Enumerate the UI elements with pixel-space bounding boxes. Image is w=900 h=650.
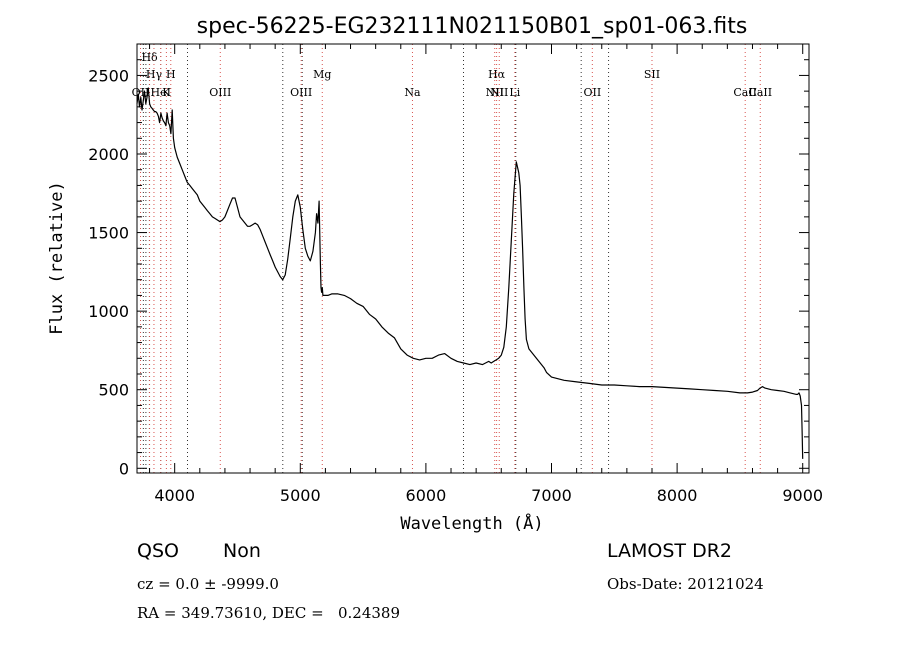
spectral-line-label: OIII xyxy=(209,86,231,99)
axis-ticks: 4000 5000 6000 7000 8000 9000 0 500 1000 1500 2000… xyxy=(88,44,823,505)
spectral-line-label: CaII xyxy=(733,86,757,99)
y-tick-label: 0 xyxy=(119,459,129,478)
spectral-line-label: NII xyxy=(486,86,504,99)
spectral-line-label: K xyxy=(162,86,171,99)
object-subclass: Non xyxy=(223,540,261,562)
spectral-line-label: OIII xyxy=(290,86,312,99)
survey-name: LAMOST DR2 xyxy=(607,540,732,562)
x-axis-label: Wavelength (Å) xyxy=(400,512,543,534)
x-tick-label: 9000 xyxy=(782,486,823,505)
spectrum-chart: spec-56225-EG232111N021150B01_sp01-063.f… xyxy=(47,14,823,534)
x-tick-label: 5000 xyxy=(280,486,321,505)
y-tick-label: 1500 xyxy=(88,224,129,243)
x-tick-label: 4000 xyxy=(154,486,195,505)
spectral-line-label: Mg xyxy=(313,68,331,81)
plot-frame xyxy=(136,43,810,474)
spectral-line-label: Hδ xyxy=(141,51,158,64)
redshift-text: cz = 0.0 ± -9999.0 xyxy=(137,575,279,593)
spectral-line-label: NII xyxy=(490,86,508,99)
spectral-line-label: H xyxy=(166,68,176,81)
object-class: QSO xyxy=(137,540,179,562)
spectral-line-label: SII xyxy=(644,68,660,81)
y-axis-label: Flux (relative) xyxy=(47,181,67,335)
spectral-line-label: OII xyxy=(583,86,601,99)
y-tick-label: 2500 xyxy=(88,66,129,85)
x-tick-label: 7000 xyxy=(531,486,572,505)
spectral-line-label: HeI xyxy=(151,86,171,99)
spectral-line-label: Na xyxy=(404,86,421,99)
observation-date: Obs-Date: 20121024 xyxy=(607,575,764,593)
x-tick-label: 8000 xyxy=(657,486,698,505)
spectrum-series-line xyxy=(136,87,804,459)
spectral-line-label: Li xyxy=(509,86,520,99)
y-tick-label: 2000 xyxy=(88,145,129,164)
x-tick-label: 6000 xyxy=(406,486,447,505)
y-tick-label: 500 xyxy=(98,381,129,400)
spectral-line-label: CaII xyxy=(748,86,772,99)
spectral-line-label: Hα xyxy=(488,68,506,81)
spectral-line-label: Hγ xyxy=(146,68,163,81)
chart-title: spec-56225-EG232111N021150B01_sp01-063.f… xyxy=(197,14,748,39)
coordinates-text: RA = 349.73610, DEC = 0.24389 xyxy=(137,604,401,622)
y-tick-label: 1000 xyxy=(88,302,129,321)
